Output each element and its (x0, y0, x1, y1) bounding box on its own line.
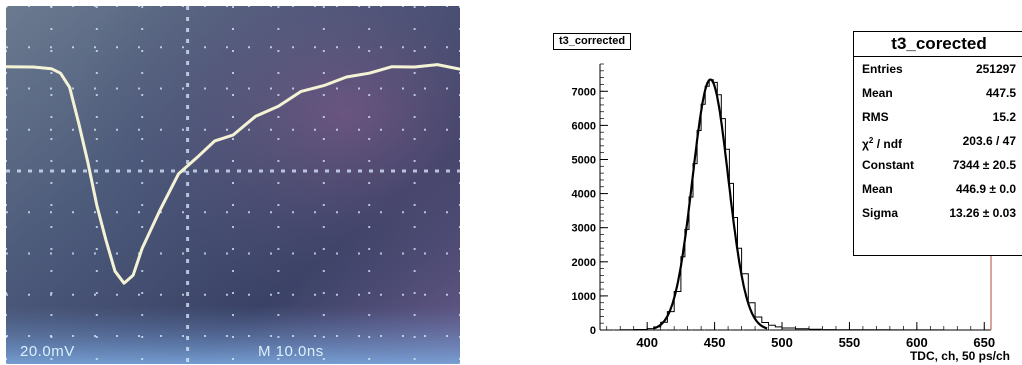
stats-box: t3_corected Entries 251297 Mean 447.5 RMS 1… (853, 31, 1022, 256)
histogram-tick-labels: 0 1000 2000 3000 4000 5000 6000 7000 400 450 500 55… (572, 86, 996, 350)
x-axis-label: TDC, ch, 50 ps/ch (909, 349, 1010, 363)
oscilloscope-plot (6, 6, 460, 364)
y-tick-label: 0 (590, 325, 596, 337)
scope-trace (6, 63, 460, 285)
tdc-histogram: 0 1000 2000 3000 4000 5000 6000 7000 400 450 500 55… (572, 63, 996, 350)
y-tick-label: 7000 (572, 86, 596, 98)
x-tick-label: 450 (704, 335, 726, 350)
stat-row-rms: RMS 15.2 (862, 110, 1016, 124)
y-tick-label: 3000 (572, 223, 596, 235)
scope-graticule (6, 6, 460, 364)
oscilloscope-screen: 20.0mV M 10.0ns (6, 6, 460, 364)
stat-row-chi2-ndf: χ2 / ndf 203.6 / 47 (862, 134, 1016, 151)
x-tick-label: 550 (839, 335, 861, 350)
stat-row-entries: Entries 251297 (862, 62, 1016, 76)
stats-title: t3_corected (854, 32, 1022, 57)
x-tick-label: 650 (973, 335, 995, 350)
volts-per-div-readout: 20.0mV (20, 343, 75, 360)
y-tick-label: 6000 (572, 120, 596, 132)
gaussian-fit-curve (652, 78, 768, 330)
stat-row-constant: Constant 7344 ± 20.5 (862, 158, 1016, 172)
stat-row-mean: Mean 447.5 (862, 86, 1016, 100)
stat-row-fit-mean: Mean 446.9 ± 0.0 (862, 182, 1016, 196)
y-tick-label: 1000 (572, 291, 596, 303)
stat-row-sigma: Sigma 13.26 ± 0.03 (862, 206, 1016, 220)
y-tick-label: 4000 (572, 189, 596, 201)
x-tick-label: 400 (636, 335, 658, 350)
y-tick-label: 5000 (572, 154, 596, 166)
time-per-div-readout: M 10.0ns (258, 343, 324, 360)
x-tick-label: 600 (906, 335, 928, 350)
x-tick-label: 500 (771, 335, 793, 350)
histogram-title-tag: t3_corrected (553, 33, 632, 50)
tdc-histogram-panel: 0 1000 2000 3000 4000 5000 6000 7000 400 450 500 55… (545, 22, 1022, 365)
y-tick-label: 2000 (572, 257, 596, 269)
